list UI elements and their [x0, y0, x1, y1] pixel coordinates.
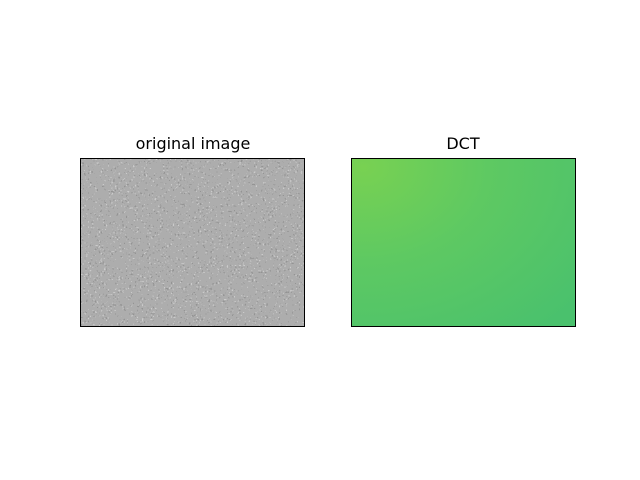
noise-field	[81, 159, 304, 326]
dct-gradient	[352, 159, 575, 326]
dct-title: DCT	[446, 134, 480, 153]
original-image-panel	[80, 158, 305, 327]
original-image-noise	[81, 159, 304, 326]
dct-panel	[351, 158, 576, 327]
original-image-title: original image	[135, 134, 251, 153]
dct-field	[352, 159, 575, 326]
